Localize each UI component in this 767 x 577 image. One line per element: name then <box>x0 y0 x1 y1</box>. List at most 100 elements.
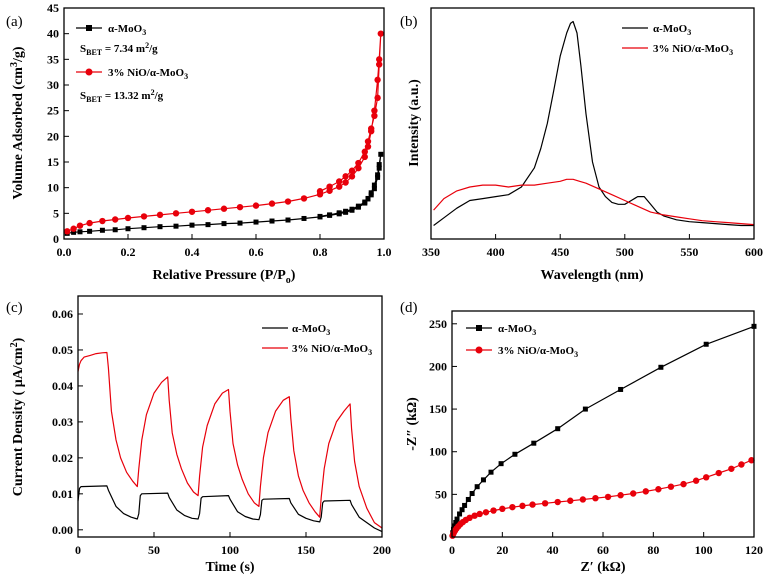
panel-c-y-tick-label: 0.05 <box>52 343 73 357</box>
panel-d-data-point-nio-moo3 <box>519 502 526 510</box>
panel-a-data-point-nio-moo3 <box>355 159 362 167</box>
panel-a-data-point-nio-moo3 <box>284 198 292 205</box>
panel-a-y-tick-label: 25 <box>47 104 59 118</box>
panel-d-data-point-moo3 <box>465 496 471 502</box>
panel-d-label: (d) <box>400 300 418 316</box>
panel-a-data-point-moo3 <box>269 218 275 224</box>
panel-d-data-point-nio-moo3 <box>490 507 497 514</box>
panel-d-series-line-moo3 <box>452 325 755 533</box>
panel-b-x-tick-label: 400 <box>487 245 505 259</box>
panel-d-data-point-nio-moo3 <box>476 510 483 518</box>
panel-d-data-point-moo3 <box>498 461 504 467</box>
panel-a-data-point-nio-moo3 <box>99 217 106 225</box>
panel-a-data-point-moo3 <box>376 165 382 171</box>
panel-d-data-point-moo3 <box>453 520 459 526</box>
panel-a-data-point-nio-moo3 <box>326 183 333 190</box>
panel-a-data-point-nio-moo3 <box>336 183 343 190</box>
panel-a-x-tick-label: 0.8 <box>313 245 328 259</box>
panel-b-x-tick-label: 500 <box>616 245 634 259</box>
panel-a-data-point-nio-moo3 <box>355 164 362 172</box>
panel-a-data-point-nio-moo3 <box>376 61 383 68</box>
panel-a-data-point-nio-moo3 <box>76 222 84 229</box>
panel-a-data-point-nio-moo3 <box>374 94 381 102</box>
annotation-sbet-nio: SBET = 13.32 m2/g <box>80 88 164 104</box>
panel-a-data-point-moo3 <box>112 227 118 233</box>
panel-d-data-point-nio-moo3 <box>715 469 722 477</box>
panel-d-data-point-moo3 <box>469 491 475 497</box>
panel-a-x-tick-label: 0.0 <box>57 245 72 259</box>
legend-label-nio: 3% NiO/α-MoO3 <box>292 343 372 357</box>
panel-c-x-axis-label: Time (s) <box>205 560 254 575</box>
panel-d-legend: α-MoO3 3% NiO/α-MoO3 <box>466 323 578 359</box>
panel-d-y-tick-label: 150 <box>429 402 447 416</box>
panel-a-data-point-nio-moo3 <box>361 153 368 161</box>
legend-label-moo3: α-MoO3 <box>108 23 146 37</box>
panel-a-data-point-moo3 <box>376 162 382 168</box>
panel-d-data-point-moo3 <box>454 516 460 522</box>
panel-d-y-tick-label: 50 <box>435 487 447 501</box>
panel-c-x-tick-label: 0 <box>75 543 81 557</box>
panel-d-x-tick-label: 40 <box>547 543 559 557</box>
legend-label-nio: 3% NiO/α-MoO3 <box>653 43 733 57</box>
panel-d-data-point-nio-moo3 <box>499 505 506 513</box>
panel-a-data-point-moo3 <box>336 210 342 216</box>
panel-d-eis-nyquist: (d) 0 20 40 60 80 100 120 0 50 100 150 200 250 Z′ (k… <box>400 300 763 575</box>
panel-d-data-point-moo3 <box>488 469 494 475</box>
panel-a-data-point-moo3 <box>327 212 333 218</box>
panel-a-data-point-nio-moo3 <box>342 179 349 186</box>
panel-a-x-tick-label: 0.4 <box>185 245 200 259</box>
panel-a-y-tick-label: 10 <box>47 181 59 195</box>
panel-a-y-tick-label: 30 <box>47 78 59 92</box>
panel-c-photocurrent: (c) 0 50 100 150 200 0.00 0.01 0.02 0.03 0.04 0.05… <box>6 295 391 575</box>
panel-d-data-point-nio-moo3 <box>738 461 745 468</box>
legend-square-marker <box>86 25 92 31</box>
panel-c-legend: α-MoO3 3% NiO/α-MoO3 <box>262 323 372 357</box>
panel-d-data-point-moo3 <box>531 440 537 446</box>
panel-d-data-point-moo3 <box>512 451 518 457</box>
panel-a-data-point-moo3 <box>349 206 355 212</box>
panel-a-legend: α-MoO3 SBET = 7.34 m2/g 3% NiO/α-MoO3 SB… <box>76 23 188 104</box>
panel-d-data-point-nio-moo3 <box>579 496 587 503</box>
panel-c-y-tick-label: 0.03 <box>52 415 73 429</box>
panel-a-data-point-nio-moo3 <box>236 203 244 211</box>
panel-c-y-tick-label: 0.02 <box>52 451 73 465</box>
panel-d-data-point-moo3 <box>618 386 624 392</box>
panel-d-data-point-nio-moo3 <box>748 457 755 464</box>
panel-a-data-point-moo3 <box>221 221 227 227</box>
panel-a-data-point-nio-moo3 <box>300 195 308 202</box>
panel-a-data-point-nio-moo3 <box>112 216 119 223</box>
panel-a-x-tick-label: 1.0 <box>377 245 392 259</box>
panel-b-x-tick-label: 600 <box>745 245 763 259</box>
panel-a-data-point-nio-moo3 <box>342 173 349 180</box>
panel-d-data-point-nio-moo3 <box>567 497 574 504</box>
panel-d-data-point-nio-moo3 <box>541 500 549 507</box>
panel-a-data-point-moo3 <box>71 229 77 235</box>
panel-d-data-point-nio-moo3 <box>604 493 612 501</box>
legend-circle-marker <box>475 346 483 354</box>
panel-d-data-point-moo3 <box>462 502 468 508</box>
panel-a-data-point-nio-moo3 <box>371 107 378 114</box>
panel-d-data-point-nio-moo3 <box>466 514 473 522</box>
panel-a-data-point-moo3 <box>371 186 377 192</box>
panel-a-data-point-moo3 <box>87 228 93 234</box>
legend-label-moo3: α-MoO3 <box>498 323 536 337</box>
panel-d-data-point-nio-moo3 <box>554 498 561 506</box>
panel-a-data-point-nio-moo3 <box>361 148 368 155</box>
panel-a-x-tick-label: 0.2 <box>121 245 136 259</box>
panel-a-data-point-moo3 <box>189 222 195 228</box>
panel-a-plot-frame <box>63 7 385 240</box>
panel-b-pl-spectra: (b) 350 400 450 500 550 600 Wavelength (nm) I… <box>400 7 763 283</box>
annotation-sbet-moo3: SBET = 7.34 m2/g <box>80 41 158 57</box>
panel-a-data-point-moo3 <box>375 172 381 178</box>
panel-d-y-tick-label: 200 <box>429 359 447 373</box>
panel-b-plot-frame <box>430 7 755 240</box>
panel-b-y-axis-label: Intensity (a.u.) <box>407 79 422 167</box>
panel-d-data-point-nio-moo3 <box>655 486 662 493</box>
panel-a-data-point-nio-moo3 <box>316 188 324 195</box>
panel-a-y-tick-label: 15 <box>47 155 59 169</box>
panel-c-label: (c) <box>6 300 23 316</box>
panel-d-data-point-nio-moo3 <box>617 492 624 499</box>
panel-d-x-axis-label: Z′ (kΩ) <box>580 560 625 575</box>
panel-d-data-point-nio-moo3 <box>702 474 710 481</box>
panel-a-data-point-nio-moo3 <box>364 138 372 145</box>
